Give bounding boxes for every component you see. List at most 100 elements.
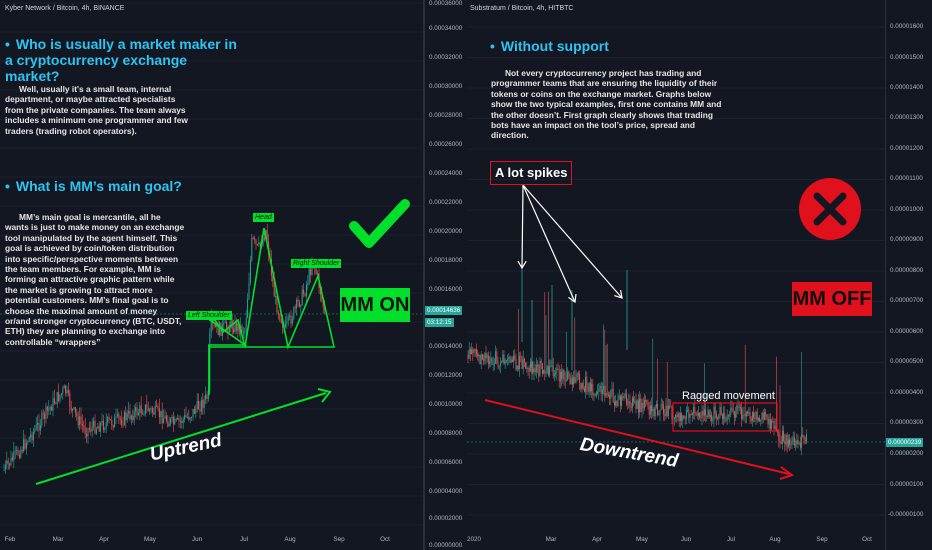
- left-candle-body: [66, 390, 68, 394]
- right-candle-body: [571, 378, 573, 385]
- right-date-tick: Oct: [862, 536, 872, 543]
- right-candle-body: [515, 359, 517, 370]
- left-candle-body: [112, 425, 114, 428]
- left-candle-body: [28, 437, 30, 442]
- left-candle-body: [322, 299, 324, 307]
- right-candle-body: [661, 404, 663, 406]
- left-candle-body: [95, 428, 97, 434]
- left-candle-body: [46, 406, 48, 411]
- left-candle-body: [238, 323, 240, 335]
- left-candle-body: [161, 410, 163, 424]
- right-candle-body: [483, 359, 485, 361]
- left-price-tick: 0.00030000: [429, 83, 463, 90]
- right-candle-body: [601, 389, 603, 394]
- right-price-axis[interactable]: 0.00001600 0.00001500 0.00001400 0.00001…: [885, 0, 932, 550]
- right-candle-body: [737, 405, 739, 408]
- right-candle-body: [587, 387, 589, 392]
- right-candle-body: [747, 412, 749, 414]
- right-candle-body: [723, 413, 725, 419]
- right-candle-body: [495, 351, 497, 364]
- right-candle-body: [755, 411, 757, 419]
- right-candle-body: [785, 435, 787, 445]
- left-date-tick: Apr: [99, 536, 109, 543]
- spike-arrow-head: [517, 260, 527, 270]
- left-candle-body: [83, 425, 85, 427]
- left-candle-body: [56, 391, 58, 404]
- right-candle-body: [720, 407, 722, 415]
- substratum-chart-panel[interactable]: Substratum / Bitcoin, 4h, HITBTC • Withou…: [467, 0, 885, 550]
- left-candle-body: [128, 411, 130, 414]
- kyber-chart-panel[interactable]: Kyber Network / Bitcoin, 4h, BINANCE • Wh…: [0, 0, 424, 550]
- right-candle-body: [702, 411, 704, 416]
- left-candle-body: [293, 307, 295, 319]
- left-date-tick: Jul: [239, 536, 249, 543]
- right-candle-body: [531, 362, 533, 368]
- left-candle-body: [13, 451, 15, 461]
- right-candle-body: [736, 405, 738, 414]
- ragged-label-text: Ragged movement: [682, 390, 775, 402]
- right-candle-body: [745, 412, 747, 417]
- right-candle-body: [789, 439, 791, 445]
- right-candle-body: [574, 376, 576, 383]
- check-icon: [349, 199, 410, 248]
- right-candle-body: [718, 414, 720, 419]
- left-candle-body: [4, 464, 6, 470]
- left-candle-body: [67, 390, 69, 393]
- right-candle-body: [521, 356, 523, 369]
- left-shoulder-label: Left Shoulder: [186, 311, 232, 320]
- left-candle-body: [38, 422, 40, 431]
- mm-on-text: MM ON: [340, 293, 410, 316]
- right-candle-body: [790, 444, 792, 446]
- left-candle-body: [198, 401, 200, 410]
- left-candle-body: [154, 405, 156, 415]
- left-candle-body: [76, 412, 78, 417]
- right-candle-body: [645, 399, 647, 401]
- right-candle-body: [562, 369, 564, 380]
- right-candle-body: [655, 404, 657, 408]
- left-candle-body: [315, 268, 317, 274]
- right-candle-body: [485, 353, 487, 359]
- left-candle-body: [317, 273, 319, 275]
- left-candle-body: [137, 412, 139, 416]
- left-candle-body: [73, 407, 75, 409]
- right-candle-body: [539, 360, 541, 376]
- left-candle-body: [181, 420, 183, 423]
- left-price-axis[interactable]: 0.00036000 0.00034000 0.00032000 0.00030…: [424, 0, 468, 550]
- right-candle-body: [771, 420, 773, 429]
- left-candle-body: [6, 460, 8, 465]
- left-candle-body: [244, 330, 246, 333]
- right-paragraph: Not every cryptocurrency project has tra…: [491, 68, 722, 141]
- right-candle-body: [713, 406, 715, 420]
- left-price-tick: 0.00034000: [429, 25, 463, 32]
- left-price-tick: 0.00006000: [429, 459, 463, 466]
- left-paragraph-1: Well, usually it's a small team, interna…: [5, 84, 188, 136]
- right-candle-body: [695, 412, 697, 415]
- right-candle-body: [535, 365, 537, 372]
- right-candle-body: [705, 409, 707, 416]
- right-candle-body: [627, 403, 629, 405]
- left-candle-body: [185, 415, 187, 418]
- right-candle-body: [534, 368, 536, 372]
- right-candle-body: [481, 354, 483, 360]
- right-candle-body: [551, 365, 553, 367]
- left-candle-body: [100, 423, 102, 432]
- right-candle-body: [609, 395, 611, 399]
- x-icon-stroke: [813, 192, 847, 226]
- left-candle-body: [44, 413, 46, 419]
- left-candle-body: [307, 283, 309, 285]
- left-candle-body: [14, 450, 16, 452]
- right-candle-body: [763, 412, 765, 420]
- left-candle-body: [298, 301, 300, 307]
- left-candle-body: [35, 424, 37, 430]
- left-candle-body: [203, 399, 205, 408]
- left-date-tick: Mar: [52, 536, 64, 543]
- left-price-tick: 0.00020000: [429, 228, 463, 235]
- left-candle-body: [170, 418, 172, 424]
- left-candle-body: [245, 318, 247, 331]
- right-candle-body: [624, 393, 626, 397]
- right-date-tick: Aug: [769, 536, 781, 543]
- right-candle-body: [798, 443, 800, 445]
- right-candle-body: [700, 417, 702, 419]
- right-candle-body: [676, 414, 678, 418]
- left-candle-body: [62, 388, 64, 394]
